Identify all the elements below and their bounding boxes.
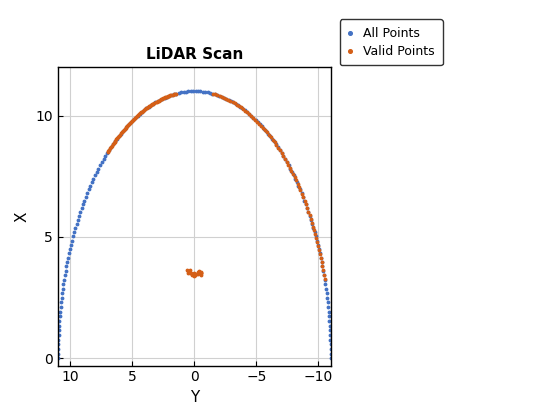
Valid Points (134, 113, 141, 118)
X-axis label: Y: Y (190, 390, 199, 405)
Valid Points (321, 276, 328, 281)
All Points (82, 194, 89, 200)
Valid Points (278, 150, 285, 155)
Valid Points (315, 244, 321, 249)
Valid Points (250, 115, 257, 120)
Y-axis label: X: X (15, 211, 30, 221)
All Points (320, 268, 326, 273)
Line: All Points: All Points (55, 89, 333, 361)
Valid Points (172, 91, 179, 96)
All Points (328, 356, 334, 361)
All Points (190, 89, 197, 94)
All Points (64, 260, 71, 265)
Valid Points (198, 271, 204, 276)
All Points (55, 342, 62, 347)
All Points (55, 356, 62, 361)
Valid Points (147, 103, 153, 108)
All Points (141, 108, 147, 113)
Title: LiDAR Scan: LiDAR Scan (146, 47, 243, 62)
Valid Points (198, 273, 205, 278)
Valid Points (104, 150, 111, 155)
All Points (327, 332, 334, 337)
Legend: All Points, Valid Points: All Points, Valid Points (340, 19, 442, 66)
Line: Valid Points: Valid Points (105, 91, 327, 281)
